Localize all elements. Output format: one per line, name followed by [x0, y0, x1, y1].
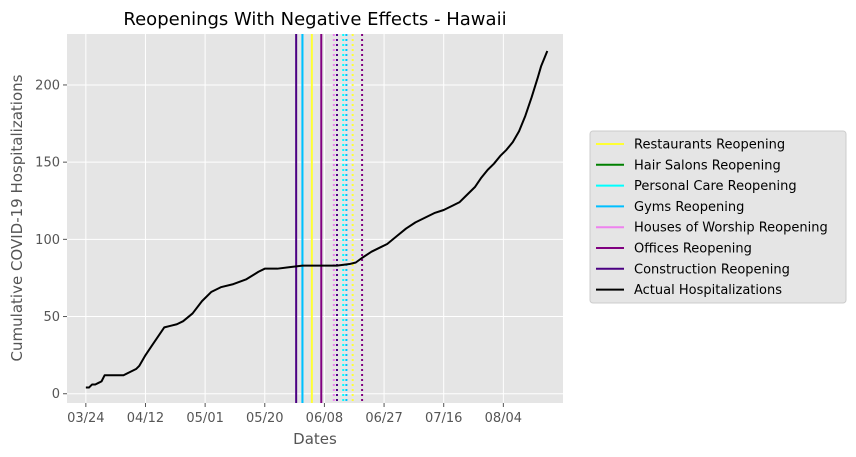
- legend-label: Construction Reopening: [634, 262, 790, 277]
- x-tick-label: 07/16: [425, 411, 462, 426]
- legend-label: Gyms Reopening: [634, 200, 744, 215]
- x-axis-label: Dates: [293, 430, 337, 448]
- legend-label: Personal Care Reopening: [634, 179, 797, 194]
- x-tick-label: 05/01: [186, 411, 223, 426]
- legend-label: Actual Hospitalizations: [634, 283, 782, 298]
- x-tick-label: 03/24: [67, 411, 104, 426]
- y-tick-label: 200: [35, 78, 60, 93]
- x-tick-label: 06/27: [365, 411, 402, 426]
- plot-area: [67, 34, 563, 403]
- y-tick-label: 150: [35, 156, 60, 171]
- reopening-lines: [295, 34, 364, 403]
- y-tick-label: 50: [43, 310, 60, 325]
- chart-title: Reopenings With Negative Effects - Hawai…: [123, 9, 506, 30]
- legend-label: Hair Salons Reopening: [634, 158, 781, 173]
- y-tick-label: 0: [52, 387, 60, 402]
- legend-box: [589, 130, 847, 304]
- actual-hospitalizations-line: [85, 50, 549, 389]
- x-tick-label: 06/08: [306, 411, 343, 426]
- x-tick-label: 04/12: [127, 411, 164, 426]
- x-tick-label: 08/04: [485, 411, 522, 426]
- legend: Restaurants Reopening Hair Salons Reopeni…: [589, 130, 847, 304]
- y-axis-label: Cumulative COVID-19 Hospitalizations: [8, 74, 26, 361]
- y-axis-ticks: 0 50 100 150 200: [35, 78, 67, 402]
- y-tick-label: 100: [35, 233, 60, 248]
- legend-label: Offices Reopening: [634, 242, 752, 257]
- grid: [67, 34, 563, 403]
- legend-label: Houses of Worship Reopening: [634, 221, 828, 236]
- x-axis-ticks: 03/24 04/12 05/01 05/20 06/08 06/27 07/16 08/04: [67, 403, 522, 426]
- x-tick-label: 05/20: [246, 411, 283, 426]
- legend-label: Restaurants Reopening: [634, 138, 785, 153]
- series-layer: [85, 50, 549, 389]
